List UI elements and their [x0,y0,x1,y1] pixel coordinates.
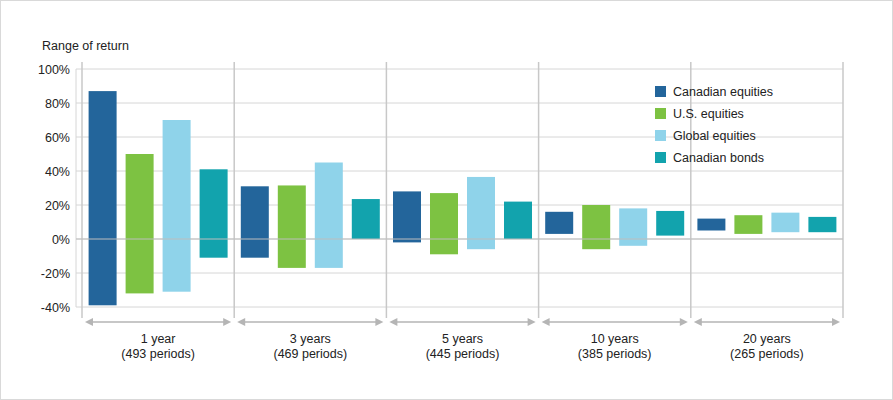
bars [89,91,837,305]
range-bar [393,191,421,242]
grid-line [76,239,843,240]
x-tick-label: 3 years [290,332,331,346]
chart: Range of return -40% -20% 0% 20% 40% 60% 80% 100… [0,0,893,400]
range-bar [352,199,380,239]
range-bar [89,91,117,305]
range-bar [126,154,154,293]
range-bar [619,208,647,245]
range-bar [808,217,836,232]
category-span [242,321,378,323]
group-separator [233,62,235,318]
group-separator [386,62,388,318]
group-separator [690,62,692,318]
grid-line [76,69,843,70]
range-bar [504,202,532,239]
arrow-head [542,318,550,326]
y-tick-label: 0% [52,233,70,247]
x-tick-label: 1 year [141,332,176,346]
range-bar [545,212,573,234]
arrow-head [694,318,702,326]
y-tick-label: 100% [38,63,70,77]
grid-line [76,273,843,274]
legend-swatch [655,152,666,163]
x-tick-note: (493 periods) [121,347,195,361]
range-bar [656,211,684,236]
legend: Canadian equities U.S. equities Global equ… [655,85,773,165]
legend-label: U.S. equities [673,107,744,121]
range-bar [200,169,228,257]
group-separator [842,62,844,318]
x-tick-note: (469 periods) [273,347,347,361]
y-tick-label: 20% [45,199,70,213]
x-tick-label: 5 years [442,332,483,346]
grid-line [76,307,843,308]
range-bar [582,205,610,249]
range-bar [241,186,269,257]
y-axis-line [76,69,77,307]
range-bar [734,215,762,234]
group-separator [81,62,83,318]
arrow-head [389,318,397,326]
legend-swatch [655,108,666,119]
x-tick-note: (265 periods) [730,347,804,361]
grid-line [76,205,843,206]
y-tick-label: 60% [45,131,70,145]
category-span [699,321,835,323]
group-separator [538,62,540,318]
arrow-head [375,318,383,326]
y-tick-label: -40% [41,301,70,315]
y-axis-label: Range of return [42,39,129,53]
arrow-head [832,318,840,326]
legend-label: Canadian equities [673,85,773,99]
x-tick-label: 10 years [591,332,639,346]
y-tick-label: -20% [41,267,70,281]
range-bar [163,120,191,292]
range-bar [771,213,799,233]
arrow-head [528,318,536,326]
frame [1,1,893,400]
category-span [547,321,683,323]
range-bar [697,219,725,231]
category-span [90,321,226,323]
range-bar [430,193,458,254]
range-bar [467,177,495,249]
legend-swatch [655,86,666,97]
x-tick-note: (385 periods) [578,347,652,361]
y-tick-label: 80% [45,97,70,111]
legend-swatch [655,130,666,141]
arrow-head [223,318,231,326]
range-bar [278,185,306,267]
arrow-head [680,318,688,326]
zero-line [76,239,843,240]
range-bar [315,163,343,268]
grid-line [76,103,843,104]
category-span [394,321,530,323]
arrow-head [85,318,93,326]
arrow-head [237,318,245,326]
grid-line [76,171,843,172]
legend-label: Canadian bonds [673,151,764,165]
legend-label: Global equities [673,129,756,143]
x-tick-note: (445 periods) [426,347,500,361]
y-tick-label: 40% [45,165,70,179]
x-tick-label: 20 years [743,332,791,346]
